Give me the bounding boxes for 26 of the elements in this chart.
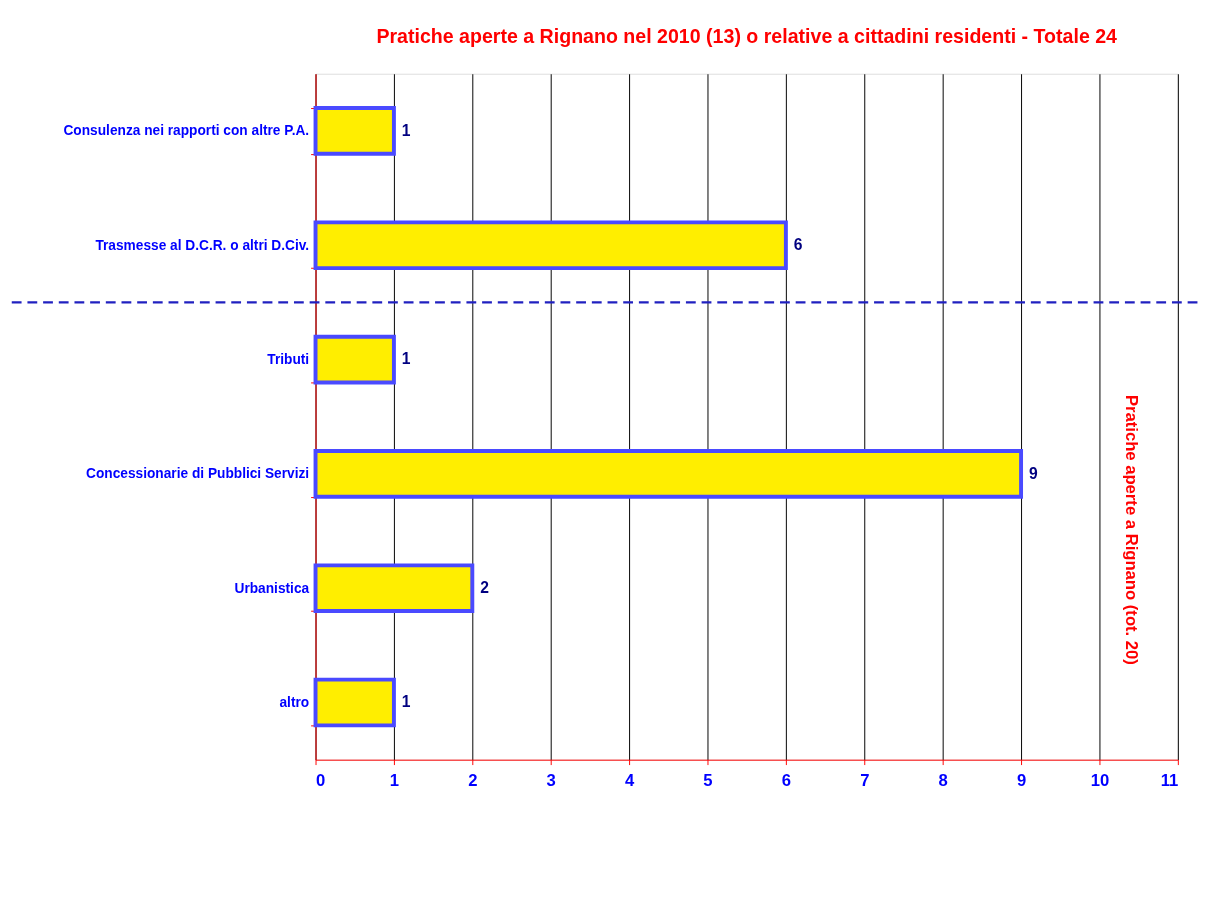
chart-title: Pratiche aperte a Rignano nel 2010 (13) o relative a cittadini residenti - Totale 24: [376, 25, 1118, 48]
y-tick-label: Consulenza nei rapporti con altre P.A.: [63, 123, 310, 139]
y-tick-label: Urbanistica: [234, 580, 310, 596]
annotation: Pratiche aperte a Rignano (tot. 20): [1121, 394, 1141, 665]
data-label: 1: [401, 693, 411, 711]
data-label: 6: [793, 236, 803, 254]
x-tick-label: 4: [624, 770, 635, 790]
y-tick-label: Trasmesse al D.C.R. o altri D.Civ.: [95, 237, 310, 253]
x-tick-label: 8: [938, 770, 948, 790]
x-tick-label: 1: [389, 770, 400, 790]
x-tick-label: 9: [1016, 770, 1027, 790]
data-label: 9: [1028, 464, 1038, 482]
y-tick-label: Concessionarie di Pubblici Servizi: [86, 466, 310, 482]
data-label: 1: [401, 121, 411, 139]
y-tick-label: altro: [279, 694, 310, 710]
data-label: 2: [480, 579, 490, 597]
x-tick-label: 7: [860, 770, 870, 790]
x-tick-label: 3: [546, 770, 556, 790]
x-tick-label: 11: [1160, 770, 1179, 790]
data-label: 1: [401, 350, 411, 368]
y-tick-label: Tributi: [267, 351, 310, 367]
x-tick-label: 0: [316, 770, 326, 790]
x-tick-label: 10: [1090, 770, 1110, 790]
x-tick-label: 2: [468, 770, 478, 790]
x-tick-label: 5: [703, 770, 713, 790]
x-tick-label: 6: [781, 770, 792, 790]
